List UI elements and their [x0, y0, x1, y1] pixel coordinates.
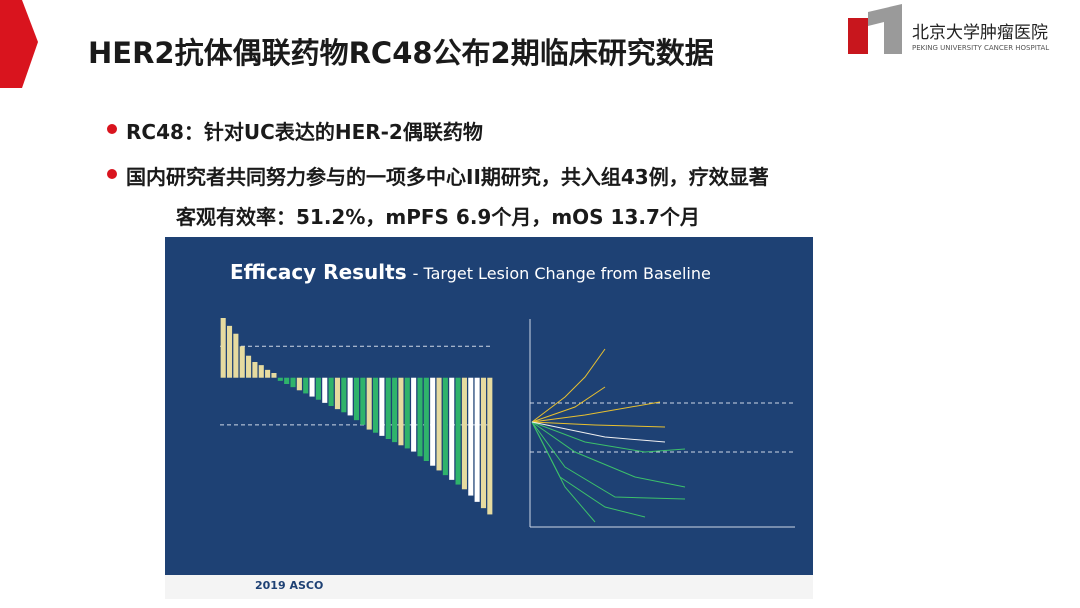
waterfall-bar [455, 377, 461, 485]
waterfall-bar [239, 346, 245, 378]
bullet-dot [107, 124, 117, 134]
waterfall-bar [277, 377, 283, 381]
waterfall-bar [265, 369, 271, 378]
patient-line [531, 386, 606, 423]
bullet-subtext: 客观有效率：51.2%，mPFS 6.9个月，mOS 13.7个月 [176, 205, 700, 229]
figure-title-main: Efficacy Results [230, 260, 407, 284]
waterfall-bar [398, 377, 404, 446]
waterfall-bar [430, 377, 436, 466]
waterfall-bar [233, 333, 239, 378]
waterfall-bar [271, 373, 277, 378]
slide-title: HER2抗体偶联药物RC48公布2期临床研究数据 [88, 36, 714, 70]
waterfall-bar [246, 355, 252, 378]
waterfall-bar [290, 377, 296, 388]
waterfall-bar [480, 377, 487, 509]
bullet-text: 国内研究者共同努力参与的一项多中心II期研究，共入组43例，疗效显著 [126, 165, 769, 189]
waterfall-bar [449, 377, 455, 480]
patient-line [531, 421, 596, 523]
waterfall-bar [258, 365, 264, 378]
logo-mark [848, 18, 868, 54]
logo-subtext: PEKING UNIVERSITY CANCER HOSPITAL [912, 44, 1050, 52]
patient-line [531, 348, 606, 423]
waterfall-bar [226, 325, 233, 378]
patient-line [531, 421, 686, 488]
waterfall-bar [474, 377, 480, 502]
logo-text: 北京大学肿瘤医院 [912, 23, 1048, 43]
waterfall-bar [385, 377, 391, 439]
waterfall-bar [322, 377, 328, 403]
waterfall-bar [411, 377, 417, 452]
waterfall-bar [392, 377, 398, 443]
patient-line [531, 421, 686, 453]
waterfall-bar [436, 377, 442, 471]
waterfall-bar [366, 377, 372, 430]
figure-footer [165, 575, 813, 599]
waterfall-bar [417, 377, 423, 457]
waterfall-bar [353, 377, 360, 421]
waterfall-bar [379, 377, 385, 436]
waterfall-bar [296, 377, 302, 391]
waterfall-bar [461, 377, 467, 490]
patient-line [531, 421, 666, 443]
patient-line [531, 401, 661, 423]
waterfall-bar [303, 377, 309, 394]
bullet-text: RC48：针对UC表达的HER-2偶联药物 [126, 120, 483, 144]
waterfall-bar [220, 318, 226, 378]
patient-line [531, 421, 686, 500]
patient-line [531, 421, 666, 428]
waterfall-bar [309, 377, 315, 397]
figure-subtitle: - Target Lesion Change from Baseline [413, 264, 711, 283]
waterfall-bar [341, 377, 347, 413]
footer-logo: 2019 ASCO [255, 579, 323, 592]
waterfall-bar [442, 377, 448, 476]
corner-decoration [0, 0, 38, 88]
waterfall-bar [373, 377, 379, 433]
waterfall-bar [404, 377, 410, 449]
waterfall-bar [487, 377, 493, 515]
waterfall-bar [315, 377, 321, 400]
bullet-dot [107, 169, 117, 179]
spider-plot [529, 319, 795, 528]
efficacy-figure: Efficacy Results - Target Lesion Change f… [165, 237, 813, 599]
waterfall-bar [423, 377, 429, 461]
waterfall-bar [360, 377, 366, 425]
waterfall-bar [468, 377, 474, 496]
waterfall-bar [347, 377, 353, 416]
waterfall-bar [328, 377, 334, 406]
waterfall-bar [252, 362, 258, 378]
waterfall-bar [284, 377, 290, 384]
figure-title: Efficacy Results - Target Lesion Change f… [230, 260, 711, 284]
logo-mark [868, 4, 902, 54]
waterfall-bar [334, 377, 340, 410]
